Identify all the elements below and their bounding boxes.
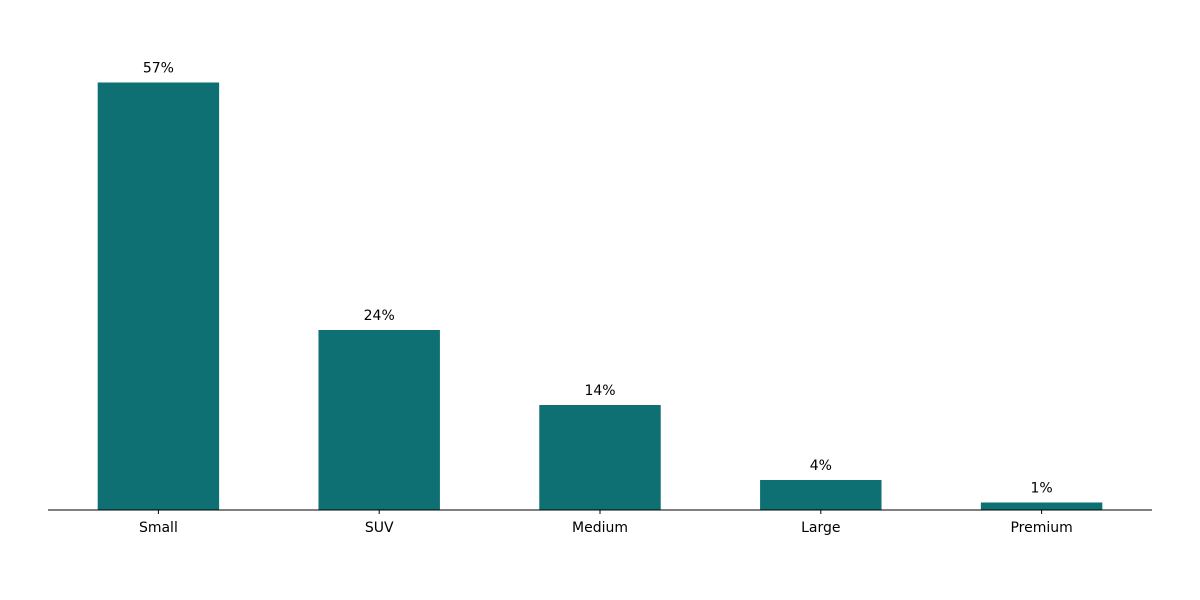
x-tick-label: SUV	[365, 520, 394, 536]
data-label: 57%	[143, 61, 174, 77]
x-tick-label: Premium	[1010, 520, 1072, 536]
x-tick-label: Large	[801, 520, 840, 536]
bar-large	[760, 480, 882, 510]
x-tick-label: Medium	[572, 520, 628, 536]
bar-small	[97, 82, 220, 510]
data-label: 14%	[584, 383, 615, 399]
x-tick-label: Small	[139, 520, 178, 536]
bar-premium	[980, 502, 1103, 510]
bar-suv	[318, 330, 440, 510]
data-label: 4%	[810, 458, 832, 474]
data-label: 24%	[364, 308, 395, 324]
data-label: 1%	[1030, 481, 1052, 497]
bar-medium	[539, 405, 661, 510]
